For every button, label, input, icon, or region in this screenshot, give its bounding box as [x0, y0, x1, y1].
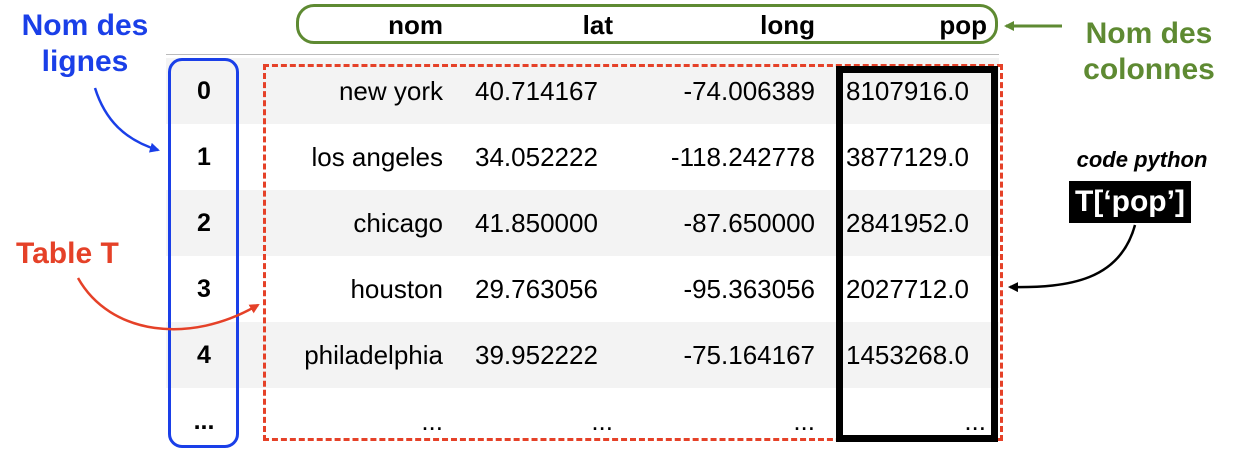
row-names-label: Nom des lignes: [10, 8, 160, 80]
table-t-arrow: [76, 277, 260, 331]
column-header-nom: nom: [388, 10, 443, 40]
header-divider: [166, 54, 999, 55]
table-t-label: Table T: [16, 237, 119, 270]
code-caption: code python: [1076, 147, 1208, 172]
row-names-arrow: [93, 87, 160, 153]
cell-lat-0: 40.714167: [475, 76, 598, 106]
code-snippet: T[‘pop’]: [1069, 181, 1191, 223]
column-header-lat: lat: [582, 10, 613, 40]
table-t-box: [263, 64, 1003, 441]
cell-lat-1: 34.052222: [475, 142, 598, 172]
cell-lat-2: 41.850000: [475, 208, 598, 238]
pop-column-box: [836, 66, 998, 442]
cell-nom-1: los angeles: [311, 142, 443, 172]
cell-lat-4: 39.952222: [475, 340, 598, 370]
cell-nom-0: new york: [338, 76, 443, 106]
cell-pop-4: 1453268.0: [846, 340, 969, 370]
cell-pop-0: 8107916.0: [846, 76, 969, 106]
row-names-label-line-1: Nom des: [21, 9, 149, 42]
cell-pop-2: 2841952.0: [846, 208, 969, 238]
cell-long-3: -95.363056: [683, 274, 815, 304]
row-index-4: 4: [197, 341, 211, 369]
column-header-pop: pop: [939, 10, 987, 40]
cell-long-2: -87.650000: [683, 208, 815, 238]
column-header-long: long: [760, 10, 815, 40]
row-index-more: ...: [193, 407, 215, 435]
cell-long-4: -75.164167: [683, 340, 815, 370]
column-names-label: Nom des colonnes: [1064, 16, 1234, 88]
cell-long-1: -118.242778: [670, 142, 815, 172]
column-names-label-line-2: colonnes: [1083, 53, 1215, 86]
row-index-3: 3: [197, 275, 211, 303]
cell-lat-3: 29.763056: [475, 274, 598, 304]
cell-nom-3: houston: [350, 274, 443, 304]
cell-lat-more: ...: [591, 406, 613, 436]
cell-nom-more: ...: [421, 406, 443, 436]
cell-pop-1: 3877129.0: [846, 142, 969, 172]
cell-long-more: ...: [793, 406, 815, 436]
row-names-label-line-2: lignes: [41, 45, 129, 78]
row-index-1: 1: [197, 143, 211, 171]
column-names-label-line-1: Nom des: [1085, 17, 1213, 50]
cell-nom-2: chicago: [353, 208, 443, 238]
cell-long-0: -74.006389: [683, 76, 815, 106]
row-index-0: 0: [197, 77, 211, 105]
table-row-bg-4: [166, 322, 999, 388]
column-names-box: [296, 4, 998, 44]
cell-pop-3: 2027712.0: [846, 274, 969, 304]
cell-nom-4: philadelphia: [304, 340, 443, 370]
code-snippet-arrow: [1008, 224, 1137, 293]
row-names-box: [168, 58, 239, 448]
cell-pop-more: ...: [964, 406, 986, 436]
table-row-bg-2: [166, 190, 999, 256]
row-index-2: 2: [197, 209, 211, 237]
